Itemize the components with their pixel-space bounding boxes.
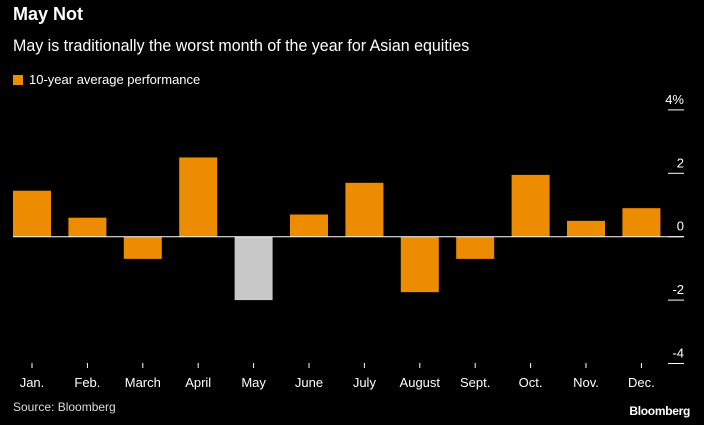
y-tick-label: 0 [677,219,684,234]
bar-oct [511,174,550,237]
y-tick-label: -2 [672,282,684,297]
chart-title: May Not [13,4,84,24]
x-tick-label: May [241,375,266,390]
bar-may [234,236,273,301]
x-tick-label: Sept. [460,375,490,390]
x-tick-label: Dec. [628,375,655,390]
x-tick-label: July [353,375,377,390]
bar-june [290,214,328,237]
bar-feb [68,217,107,237]
chart-subtitle: May is traditionally the worst month of … [13,37,470,56]
bar-july [345,182,384,237]
bloomberg-logo: Bloomberg [629,404,690,418]
legend-label: 10-year average performance [29,72,201,87]
x-tick-label: Nov. [573,375,599,390]
x-tick-label: Oct. [519,375,543,390]
legend-swatch [13,74,23,85]
y-tick-label: 4% [665,92,684,107]
bar-jan [13,190,51,237]
x-tick-label: April [185,375,211,390]
bar-sept [456,236,495,259]
source-note: Source: Bloomberg [13,400,116,414]
y-tick-label: -4 [672,346,684,361]
bar-april [179,157,218,237]
bar-nov [567,220,605,237]
x-tick-label: March [125,375,161,390]
x-tick-label: June [295,375,323,390]
y-tick-label: 2 [677,155,684,170]
x-tick-label: Jan. [20,375,45,390]
legend: 10-year average performance [13,72,200,87]
x-tick-label: Feb. [74,375,100,390]
bar-march [123,236,162,259]
bar-dec [622,208,661,237]
bar-august [400,236,439,293]
x-tick-label: August [400,375,441,390]
